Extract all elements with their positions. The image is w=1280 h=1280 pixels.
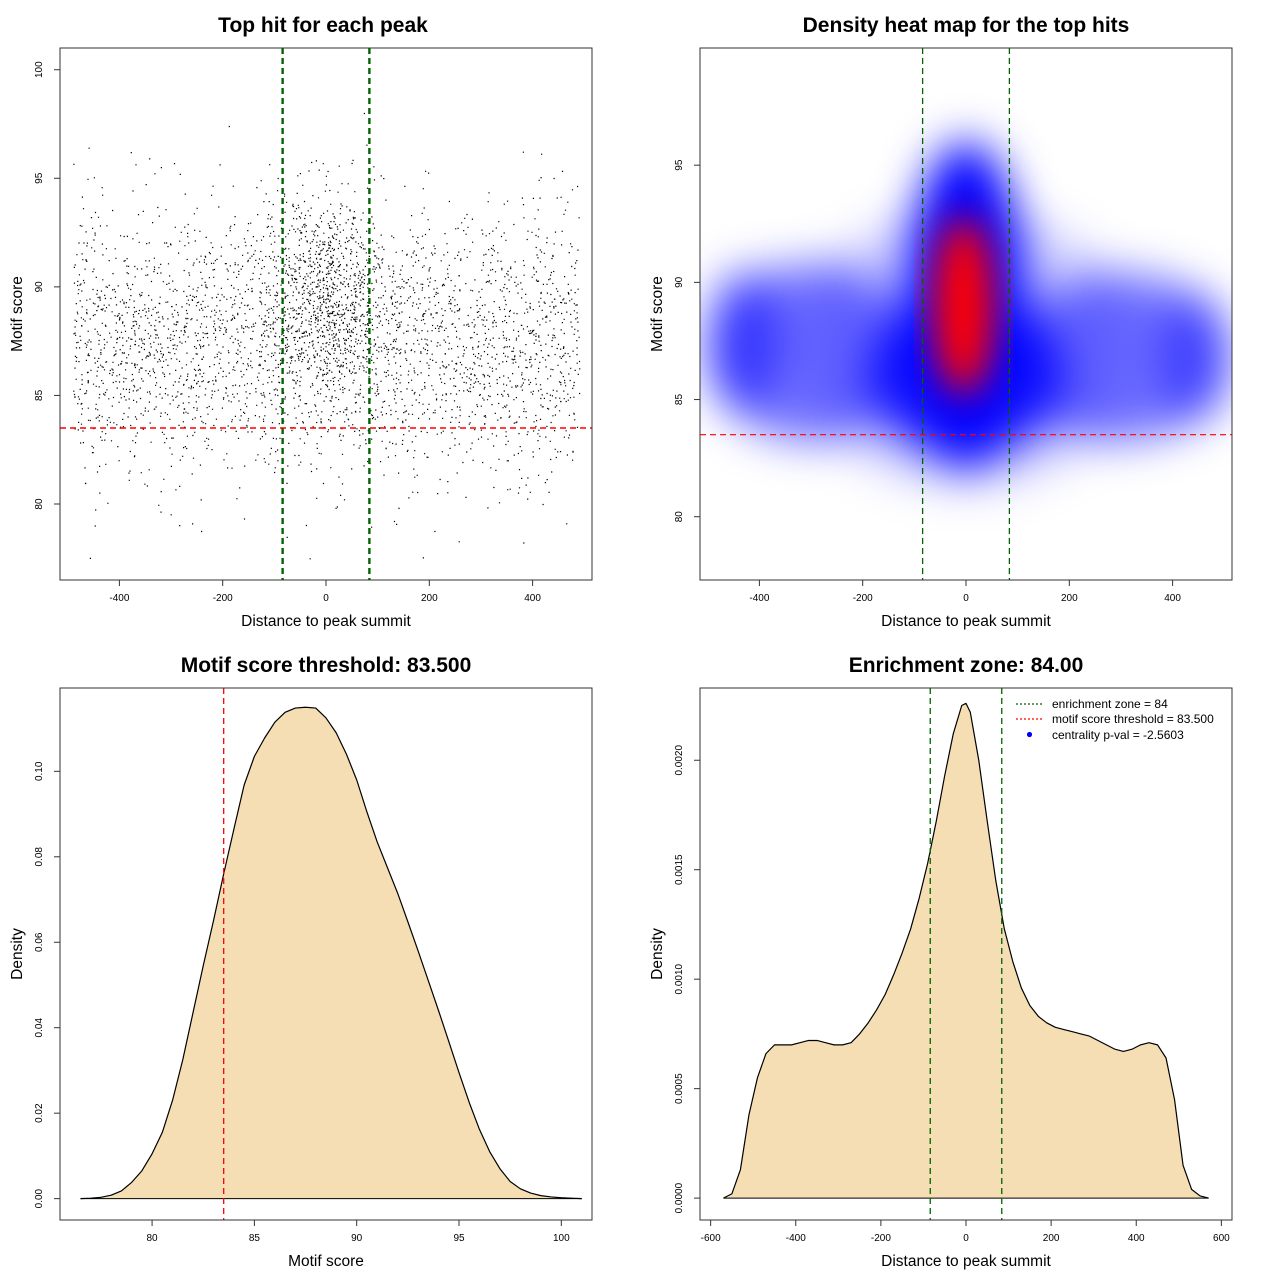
heatmap-x-tick-label: 400 [1164, 593, 1181, 604]
score-density-x-tick-label: 95 [453, 1233, 465, 1244]
score-density-x-tick-label: 90 [351, 1233, 363, 1244]
heatmap-y-axis-label: Motif score [649, 276, 666, 352]
heatmap-red-core [932, 216, 995, 395]
scatter-plot-frame [59, 47, 593, 581]
scatter-y-tick-label: 90 [34, 281, 45, 293]
heatmap-blue-density [707, 141, 1230, 489]
score-density-plot-frame [59, 687, 593, 1221]
distance-density-x-tick-label: 600 [1213, 1233, 1230, 1244]
scatter-y-axis: 80 85 90 95 100 [34, 61, 60, 510]
heatmap-x-tick-label: -400 [749, 593, 769, 604]
legend-centrality-pval: centrality p-val = -2.5603 [1052, 728, 1184, 742]
score-density-x-axis-label: Motif score [288, 1253, 364, 1270]
legend-motif-score-threshold: motif score threshold = 83.500 [1052, 712, 1214, 726]
scatter-x-axis: -400 -200 0 200 400 [109, 580, 541, 604]
score-density-x-tick-label: 80 [147, 1233, 159, 1244]
heatmap-red-blob [932, 216, 995, 395]
score-density-y-tick-label: 0.06 [34, 932, 45, 952]
score-density-x-tick-label: 85 [249, 1233, 261, 1244]
distance-density-title: Enrichment zone: 84.00 [849, 654, 1084, 677]
legend-enrichment-zone: enrichment zone = 84 [1052, 697, 1168, 711]
legend-centrality-point [1026, 731, 1033, 738]
legend: enrichment zone = 84 motif score thresho… [1016, 697, 1214, 742]
scatter-panel: Top hit for each peak -400 -200 0 200 400 80… [9, 14, 593, 630]
heatmap-y-tick-label: 95 [674, 159, 685, 171]
distance-density-x-axis-label: Distance to peak summit [881, 1253, 1051, 1270]
distance-density-x-axis: -600 -400 -200 0 200 400 600 [701, 1220, 1230, 1244]
score-density-y-tick-label: 0.04 [34, 1018, 45, 1038]
scatter-y-tick-label: 100 [34, 61, 45, 78]
heatmap-density [700, 48, 1232, 580]
score-density-fill [80, 707, 582, 1199]
scatter-x-tick-label: 200 [421, 593, 438, 604]
distance-density-area [723, 702, 1209, 1199]
score-density-y-tick-label: 0.00 [34, 1188, 45, 1208]
distance-density-fill [723, 703, 1209, 1199]
heatmap-y-tick-label: 85 [674, 394, 685, 406]
scatter-reference-lines [60, 48, 592, 580]
score-density-panel: Motif score threshold: 83.500 80 85 90 95 10… [9, 654, 593, 1270]
heatmap-panel: Density heat map for the top hits -400 -2… [649, 14, 1233, 630]
heatmap-x-tick-label: -200 [853, 593, 873, 604]
scatter-y-axis-label: Motif score [9, 276, 26, 352]
score-density-title: Motif score threshold: 83.500 [181, 654, 472, 677]
distance-density-y-axis: 0.0000 0.0005 0.0010 0.0015 0.0020 [674, 745, 700, 1213]
distance-density-y-axis-label: Density [649, 928, 666, 980]
score-density-x-axis: 80 85 90 95 100 [147, 1220, 570, 1244]
distance-density-y-tick-label: 0.0005 [674, 1073, 685, 1104]
heatmap-blue-blob [707, 270, 781, 412]
scatter-x-tick-label: 0 [323, 593, 329, 604]
scatter-point-cloud [73, 112, 581, 560]
score-density-x-tick-label: 100 [553, 1233, 570, 1244]
distance-density-curve [723, 702, 1209, 1199]
score-density-y-axis-label: Density [9, 928, 26, 980]
heatmap-y-tick-label: 80 [674, 511, 685, 523]
heatmap-y-axis: 80 85 90 95 [674, 159, 700, 522]
scatter-x-tick-label: -400 [109, 593, 129, 604]
scatter-x-tick-label: 400 [524, 593, 541, 604]
score-density-area [80, 706, 582, 1200]
distance-density-x-tick-label: 200 [1043, 1233, 1060, 1244]
scatter-x-axis-label: Distance to peak summit [241, 613, 411, 630]
heatmap-blue-blob [1157, 291, 1230, 423]
distance-density-x-tick-label: -200 [871, 1233, 891, 1244]
score-density-y-tick-label: 0.10 [34, 761, 45, 781]
scatter-title: Top hit for each peak [218, 14, 428, 37]
distance-density-y-tick-label: 0.0010 [674, 963, 685, 994]
distance-density-y-tick-label: 0.0000 [674, 1182, 685, 1213]
heatmap-x-tick-label: 0 [963, 593, 969, 604]
heatmap-y-tick-label: 90 [674, 276, 685, 288]
distance-density-x-tick-label: 400 [1128, 1233, 1145, 1244]
heatmap-x-axis-label: Distance to peak summit [881, 613, 1051, 630]
heatmap-reference-lines [700, 48, 1232, 580]
distance-density-x-tick-label: -400 [786, 1233, 806, 1244]
distance-density-y-tick-label: 0.0015 [674, 854, 685, 885]
scatter-x-tick-label: -200 [213, 593, 233, 604]
score-density-curve [80, 706, 582, 1200]
distance-density-panel: Enrichment zone: 84.00 -600 -400 -200 0 200 4… [649, 654, 1233, 1270]
score-density-y-tick-label: 0.08 [34, 847, 45, 867]
scatter-y-tick-label: 95 [34, 172, 45, 184]
heatmap-x-tick-label: 200 [1061, 593, 1078, 604]
distance-density-reference-lines [929, 688, 1003, 1220]
distance-density-y-tick-label: 0.0020 [674, 745, 685, 776]
score-density-y-tick-label: 0.02 [34, 1103, 45, 1123]
scatter-y-tick-label: 80 [34, 498, 45, 510]
score-density-y-axis: 0.00 0.02 0.04 0.06 0.08 0.10 [34, 761, 60, 1208]
scatter-points [73, 112, 581, 560]
distance-density-x-tick-label: -600 [701, 1233, 721, 1244]
distance-density-x-tick-label: 0 [963, 1233, 969, 1244]
heatmap-x-axis: -400 -200 0 200 400 [749, 580, 1181, 604]
scatter-y-tick-label: 85 [34, 389, 45, 401]
heatmap-title: Density heat map for the top hits [803, 14, 1130, 37]
